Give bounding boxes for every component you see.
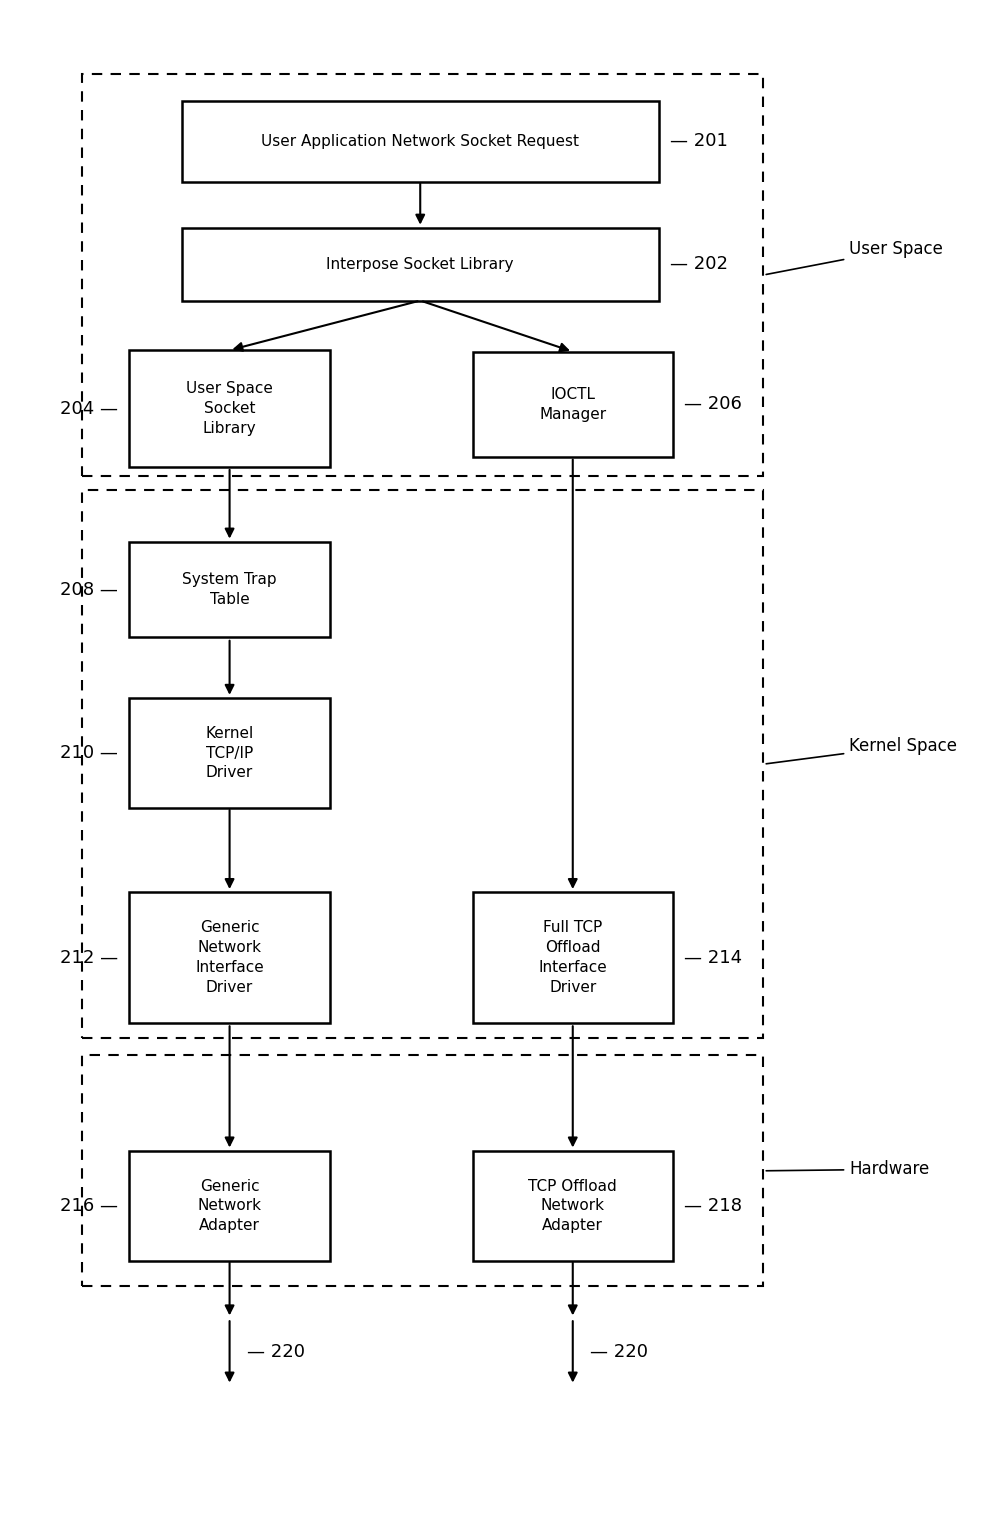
Bar — [129, 1151, 330, 1261]
Text: — 218: — 218 — [684, 1197, 743, 1215]
Text: — 202: — 202 — [670, 256, 728, 274]
Text: — 206: — 206 — [684, 395, 742, 414]
Text: 208 —: 208 — — [61, 581, 118, 599]
Bar — [81, 75, 764, 476]
Text: Interpose Socket Library: Interpose Socket Library — [327, 257, 514, 272]
Bar — [81, 1056, 764, 1287]
Text: — 201: — 201 — [670, 132, 728, 151]
Text: Kernel Space: Kernel Space — [767, 736, 957, 764]
Bar — [129, 698, 330, 808]
Text: 216 —: 216 — — [60, 1197, 118, 1215]
Text: Hardware: Hardware — [767, 1161, 929, 1179]
Text: System Trap
Table: System Trap Table — [183, 572, 277, 607]
Bar — [129, 541, 330, 637]
Bar — [182, 228, 658, 301]
Text: User Application Network Socket Request: User Application Network Socket Request — [261, 134, 579, 149]
Bar — [473, 351, 673, 456]
Text: Full TCP
Offload
Interface
Driver: Full TCP Offload Interface Driver — [538, 920, 607, 995]
Text: — 214: — 214 — [684, 949, 743, 967]
Bar — [129, 891, 330, 1024]
Text: User Space: User Space — [767, 240, 943, 274]
Text: Generic
Network
Interface
Driver: Generic Network Interface Driver — [196, 920, 264, 995]
Bar — [473, 891, 673, 1024]
Text: IOCTL
Manager: IOCTL Manager — [539, 386, 607, 421]
Text: Generic
Network
Adapter: Generic Network Adapter — [198, 1179, 261, 1234]
Bar — [182, 102, 658, 181]
Text: TCP Offload
Network
Adapter: TCP Offload Network Adapter — [528, 1179, 617, 1234]
Text: 204 —: 204 — — [60, 400, 118, 418]
Bar — [81, 490, 764, 1037]
Text: — 220: — 220 — [590, 1343, 647, 1361]
Bar — [129, 350, 330, 467]
Bar — [473, 1151, 673, 1261]
Text: — 220: — 220 — [246, 1343, 305, 1361]
Text: 210 —: 210 — — [61, 744, 118, 762]
Text: Kernel
TCP/IP
Driver: Kernel TCP/IP Driver — [206, 726, 253, 780]
Text: 212 —: 212 — — [60, 949, 118, 967]
Text: User Space
Socket
Library: User Space Socket Library — [186, 382, 273, 437]
